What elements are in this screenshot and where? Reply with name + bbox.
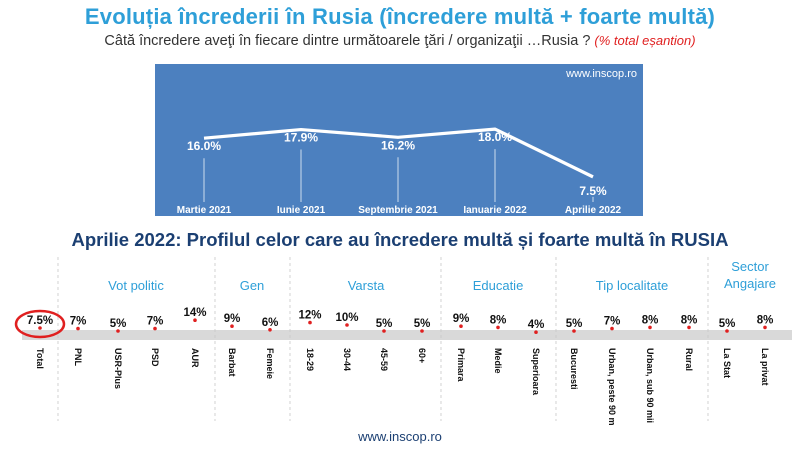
x-tick-label: Bucuresti (569, 348, 579, 390)
data-label: 12% (298, 310, 321, 322)
data-label: 17.9% (284, 131, 318, 145)
group-label: Angajare (724, 276, 776, 291)
data-label: 14% (183, 307, 206, 319)
data-point (230, 324, 234, 328)
data-label: 7% (604, 316, 621, 328)
data-point (76, 326, 80, 331)
x-tick-label: 30-44 (342, 348, 352, 371)
data-point (38, 326, 42, 330)
data-label: 16.0% (187, 139, 221, 153)
data-point (763, 325, 767, 330)
data-point (496, 325, 500, 330)
group-label: Sector (731, 259, 769, 274)
x-tick-label: Primara (456, 348, 466, 383)
x-tick-label: La Stat (722, 348, 732, 378)
x-tick-label: La privat (760, 348, 770, 386)
profile-title: Aprilie 2022: Profilul celor care au înc… (71, 229, 729, 250)
data-label: 6% (262, 317, 279, 329)
x-tick-label: Ianuarie 2022 (463, 205, 527, 216)
data-label: 18.0% (478, 130, 512, 144)
data-point (308, 320, 312, 325)
trend-chart-panel: www.inscop.ro 16.0% 17.9% 16.2% 18.0% 7.5% Ma… (155, 64, 643, 216)
data-point (725, 329, 729, 333)
x-tick-label: Rural (684, 348, 694, 371)
data-point (345, 323, 349, 327)
x-tick-label: 60+ (417, 348, 427, 363)
data-point (648, 325, 652, 330)
group-label: Vot politic (108, 278, 164, 293)
data-point (420, 329, 424, 333)
data-point (116, 329, 120, 333)
x-tick-label: 18-29 (305, 348, 315, 371)
data-label: 9% (453, 313, 470, 325)
subtitle-question: Câtă încredere aveţi în fiecare dintre u… (104, 33, 591, 49)
data-point (153, 326, 157, 331)
profile-dot-chart: Vot politic Gen Varsta Educatie Tip localita… (14, 257, 792, 425)
x-tick-label: PSD (150, 348, 160, 367)
data-label: 8% (490, 314, 507, 326)
x-tick-label: Aprilie 2022 (565, 205, 622, 216)
data-label: 8% (681, 314, 698, 326)
baseline-band (22, 330, 792, 340)
data-label: 7.5% (27, 315, 53, 327)
chart-watermark: www.inscop.ro (566, 68, 637, 80)
group-label: Tip localitate (596, 278, 669, 293)
x-tick-label: Total (35, 348, 45, 369)
data-label: 7% (70, 316, 87, 328)
data-label: 16.2% (381, 138, 415, 152)
data-label: 5% (414, 318, 431, 330)
trend-line-chart: 16.0% 17.9% 16.2% 18.0% 7.5% Martie 2021 Iunie… (177, 127, 622, 216)
x-tick-label: Martie 2021 (177, 205, 232, 216)
data-label: 8% (642, 314, 659, 326)
data-label: 10% (335, 312, 358, 324)
data-label: 9% (224, 313, 241, 325)
data-point (534, 330, 538, 334)
page-subtitle: Câtă încredere aveţi în fiecare dintre u… (0, 33, 800, 49)
data-point (382, 329, 386, 333)
data-point (572, 329, 576, 333)
x-tick-label: Superioara (531, 348, 541, 396)
data-label: 7.5% (579, 184, 607, 198)
x-tick-label: Femeie (265, 348, 275, 379)
data-label: 5% (110, 318, 127, 330)
x-tick-label: USR-Plus (113, 348, 123, 389)
highlight-circle (14, 309, 66, 339)
x-tick-label: Septembrie 2021 (358, 205, 438, 216)
trend-series-line (203, 127, 594, 179)
data-point (268, 328, 272, 332)
data-point (193, 318, 197, 322)
x-tick-label: Medie (493, 348, 503, 374)
data-label: 7% (147, 316, 164, 328)
x-tick-label: 45-59 (379, 348, 389, 371)
x-tick-label: Barbat (227, 348, 237, 377)
data-label: 5% (376, 318, 393, 330)
group-label: Educatie (473, 278, 524, 293)
page-title: Evoluția încrederii în Rusia (încredere … (84, 4, 716, 29)
x-tick-label: Urban, peste 90 mii loc (607, 348, 617, 425)
group-label: Varsta (348, 278, 385, 293)
x-tick-label: Iunie 2021 (277, 205, 326, 216)
data-point (687, 325, 691, 330)
x-tick-label: Urban, sub 90 mii loc (645, 348, 655, 425)
footer-url: www.inscop.ro (358, 429, 442, 444)
data-label: 4% (528, 319, 545, 331)
data-point (459, 324, 463, 328)
x-tick-label: AUR (190, 348, 200, 368)
data-point (610, 326, 614, 331)
data-label: 5% (719, 318, 736, 330)
x-tick-label: PNL (73, 348, 83, 367)
data-label: 5% (566, 318, 583, 330)
subtitle-note: (% total eșantion) (594, 33, 696, 48)
group-label: Gen (240, 278, 265, 293)
data-label: 8% (757, 314, 774, 326)
